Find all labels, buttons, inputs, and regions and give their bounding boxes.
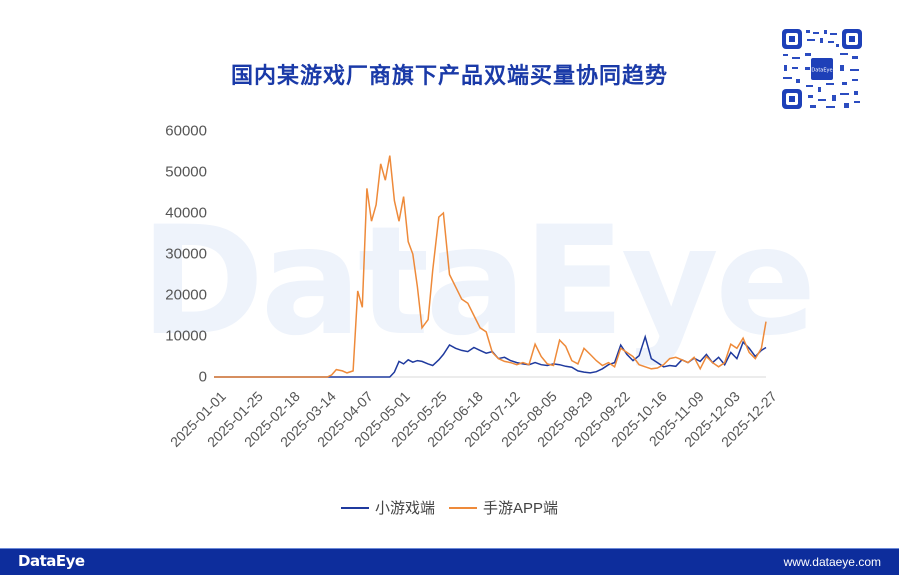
y-tick-label: 30000 (165, 245, 207, 263)
y-tick-label: 40000 (165, 204, 207, 222)
footer-logo: DataEye (18, 552, 85, 570)
qr-code-icon: DataEye (782, 29, 862, 109)
qr-code: DataEye (780, 27, 864, 111)
legend: 小游戏端 手游APP端 (0, 497, 899, 518)
legend-label: 手游APP端 (483, 500, 559, 517)
watermark: DataEye (140, 195, 817, 369)
y-tick-label: 50000 (165, 163, 207, 181)
y-tick-label: 0 (198, 368, 207, 386)
legend-swatch-orange-icon (449, 506, 477, 509)
app-series-line (214, 155, 767, 378)
svg-text:DataEye: DataEye (811, 68, 832, 74)
chart-title: 国内某游戏厂商旗下产品双端买量协同趋势 (230, 64, 668, 89)
legend-item-mini-game[interactable]: 小游戏端 (340, 497, 435, 518)
footer-bar: DataEye www.dataeye.com (0, 548, 899, 575)
y-tick-label: 10000 (165, 327, 207, 345)
legend-label: 小游戏端 (374, 500, 435, 517)
y-tick-label: 20000 (165, 286, 207, 304)
legend-item-app[interactable]: 手游APP端 (449, 497, 558, 518)
legend-swatch-blue-icon (340, 506, 369, 509)
footer-url[interactable]: www.dataeye.com (783, 555, 881, 569)
y-tick-label: 60000 (165, 122, 207, 140)
